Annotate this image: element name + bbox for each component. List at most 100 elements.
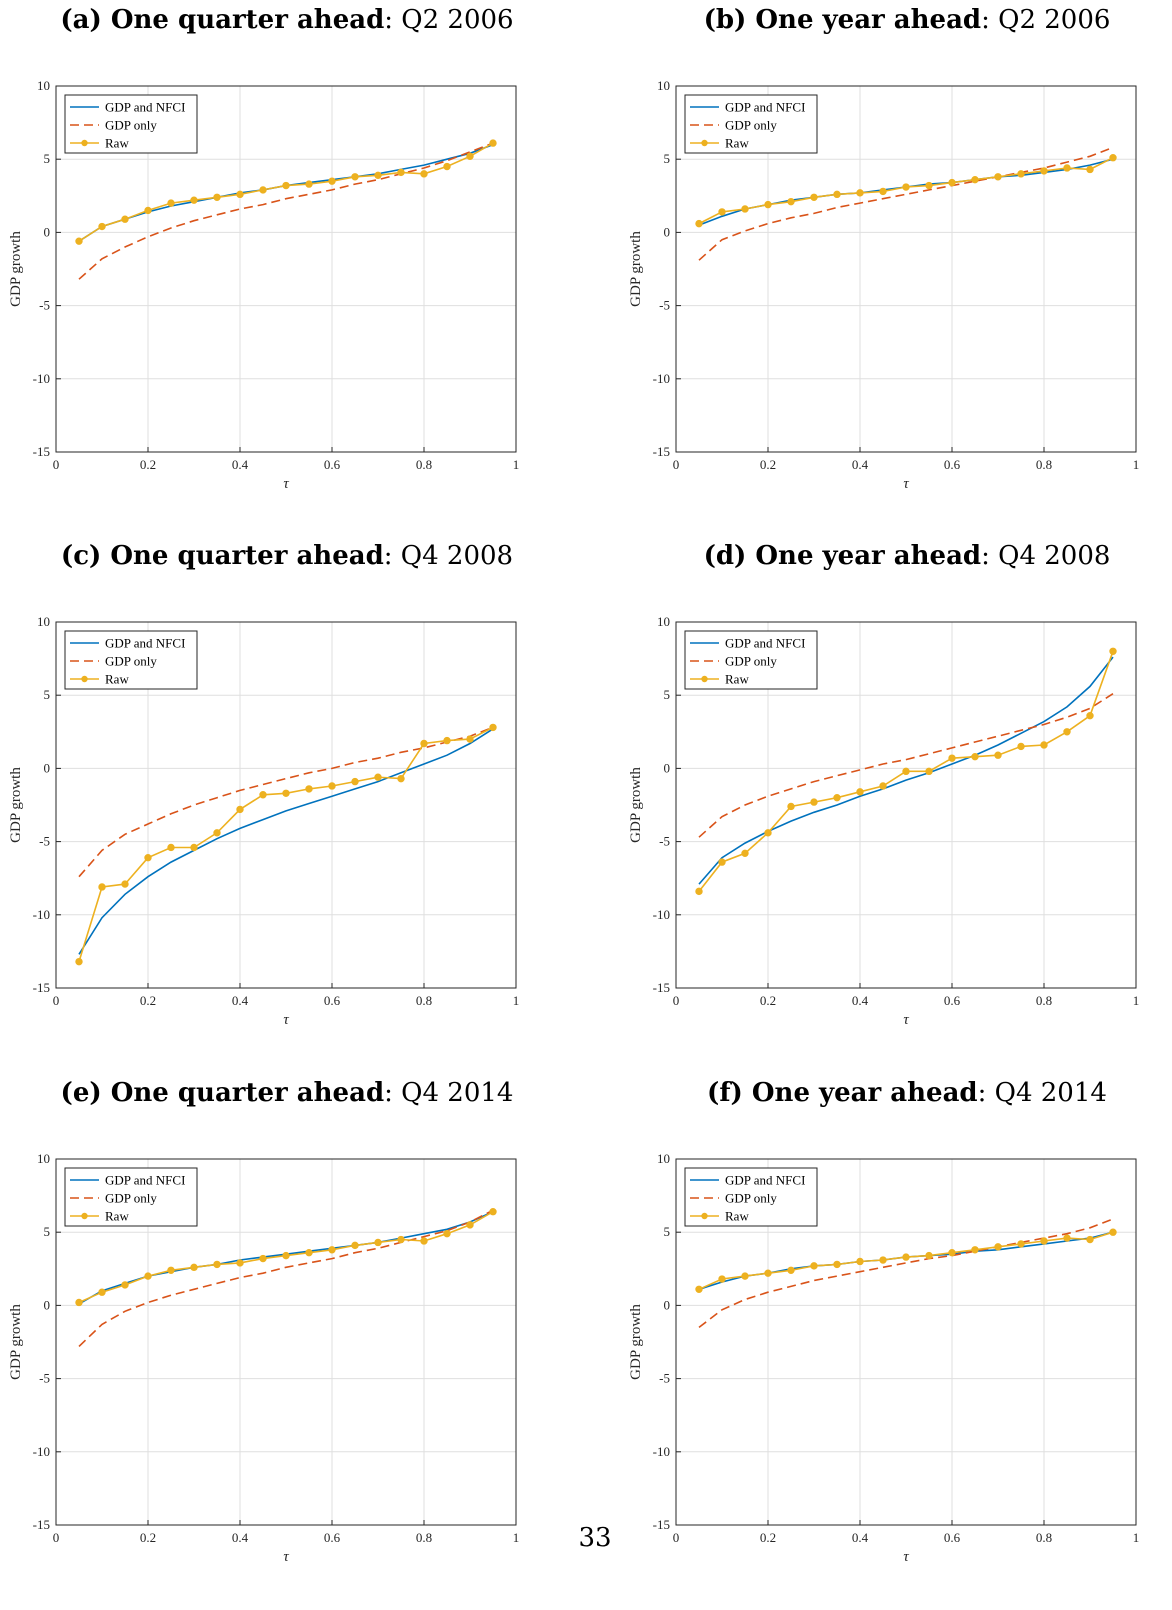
data-point-raw (167, 199, 175, 207)
y-tick-label: 10 (657, 614, 670, 629)
data-point-raw (1086, 1235, 1094, 1244)
data-point-raw (787, 197, 795, 206)
data-point-raw (1109, 154, 1117, 162)
data-point-raw (75, 957, 83, 966)
data-point-raw (259, 791, 267, 799)
data-point-raw (489, 1208, 497, 1216)
x-tick-label: 0.4 (852, 993, 869, 1008)
panel-title-rest: : Q4 2008 (384, 541, 513, 571)
panel-title-rest: : Q2 2006 (981, 5, 1110, 35)
data-point-raw (925, 767, 933, 776)
legend: GDP and NFCI GDP only Raw (64, 1167, 198, 1227)
data-point-raw (236, 805, 244, 814)
data-point-raw (144, 206, 152, 215)
data-point-raw (994, 173, 1002, 181)
data-point-raw (764, 200, 772, 209)
y-tick-label: 10 (657, 78, 670, 93)
y-tick-label: 0 (44, 224, 51, 239)
series-line-gdp-only (78, 726, 494, 878)
y-tick-label: -15 (33, 980, 50, 995)
data-point-raw (98, 1288, 106, 1296)
data-point-raw (902, 767, 910, 776)
x-tick-label: 1 (513, 457, 520, 472)
panel-title-bold: (b) One year ahead (704, 5, 982, 35)
y-tick-label: -5 (39, 834, 50, 849)
panel-title-bold: (c) One quarter ahead (61, 541, 384, 571)
x-tick-label: 0 (673, 1530, 680, 1545)
y-tick-label: -10 (653, 371, 670, 386)
x-tick-label: 0.8 (416, 457, 432, 472)
y-tick-label: -5 (39, 1371, 50, 1386)
data-point-raw (236, 1259, 244, 1267)
data-point-raw (98, 222, 106, 231)
y-tick-label: -5 (39, 298, 50, 313)
data-point-raw (856, 1257, 864, 1266)
data-point-raw (902, 183, 910, 191)
x-tick-label: 0.2 (140, 993, 156, 1008)
data-point-raw (1063, 164, 1071, 172)
x-tick-label: 0.8 (1036, 993, 1052, 1008)
data-point-raw (374, 1238, 382, 1247)
legend-label: GDP only (105, 1191, 157, 1206)
data-point-raw (741, 1272, 749, 1280)
y-axis-label: GDP growth (8, 1304, 24, 1380)
x-tick-label: 0 (53, 993, 60, 1008)
data-point-raw (282, 181, 290, 190)
x-tick-label: 0.8 (416, 993, 432, 1008)
y-tick-label: 0 (664, 224, 671, 239)
data-point-raw (351, 173, 359, 181)
x-tick-label: 0.8 (1036, 1530, 1052, 1545)
panel-title: (a) One quarter ahead: Q2 2006 (60, 5, 513, 35)
x-axis-label: τ (903, 476, 909, 492)
legend-marker (701, 675, 708, 683)
data-point-raw (695, 219, 703, 228)
y-tick-label: 5 (44, 687, 51, 702)
data-point-raw (833, 793, 841, 802)
data-point-raw (695, 887, 703, 896)
panel-title: (b) One year ahead: Q2 2006 (704, 5, 1111, 35)
y-axis-label: GDP growth (628, 231, 644, 307)
x-tick-label: 1 (1133, 457, 1140, 472)
data-point-raw (1109, 1228, 1117, 1236)
chart-panel-e: (e) One quarter ahead: Q4 2014 0 0.2 0.4 0.6… (8, 1078, 519, 1565)
data-point-raw (971, 175, 979, 184)
x-tick-label: 1 (513, 1530, 520, 1545)
data-point-raw (1040, 741, 1048, 749)
panel-title-bold: (a) One quarter ahead (60, 5, 384, 35)
x-axis-label: τ (903, 1549, 909, 1565)
data-point-raw (1086, 711, 1094, 720)
data-point-raw (213, 829, 221, 837)
x-tick-label: 1 (1133, 1530, 1140, 1545)
chart-panel-f: (f) One year ahead: Q4 2014 0 0.2 0.4 0.6 0.8… (628, 1078, 1139, 1565)
x-tick-label: 0.8 (416, 1530, 432, 1545)
y-tick-label: 5 (664, 151, 671, 166)
data-point-raw (718, 858, 726, 866)
data-point-raw (121, 215, 129, 223)
data-point-raw (1017, 1240, 1025, 1248)
data-point-raw (466, 1221, 474, 1229)
legend-label: GDP and NFCI (725, 100, 805, 115)
data-point-raw (420, 1237, 428, 1245)
x-axis-label: τ (283, 1549, 289, 1565)
data-point-raw (305, 785, 313, 793)
data-point-raw (764, 829, 772, 837)
legend-label: GDP only (725, 118, 777, 133)
x-tick-label: 0.4 (232, 993, 249, 1008)
panel-title: (c) One quarter ahead: Q4 2008 (61, 541, 513, 571)
y-tick-label: -15 (33, 1517, 50, 1532)
legend-label: GDP only (105, 654, 157, 669)
legend-marker (81, 139, 88, 147)
x-tick-label: 0.6 (944, 993, 961, 1008)
data-point-raw (443, 162, 451, 171)
x-tick-label: 1 (513, 993, 520, 1008)
data-point-raw (879, 1256, 887, 1264)
legend-label: Raw (105, 136, 129, 151)
y-tick-label: 5 (44, 1224, 51, 1239)
x-tick-label: 1 (1133, 993, 1140, 1008)
data-point-raw (741, 205, 749, 213)
data-point-raw (443, 736, 451, 745)
y-tick-label: -10 (33, 371, 50, 386)
y-tick-label: 10 (37, 614, 50, 629)
data-point-raw (879, 782, 887, 790)
